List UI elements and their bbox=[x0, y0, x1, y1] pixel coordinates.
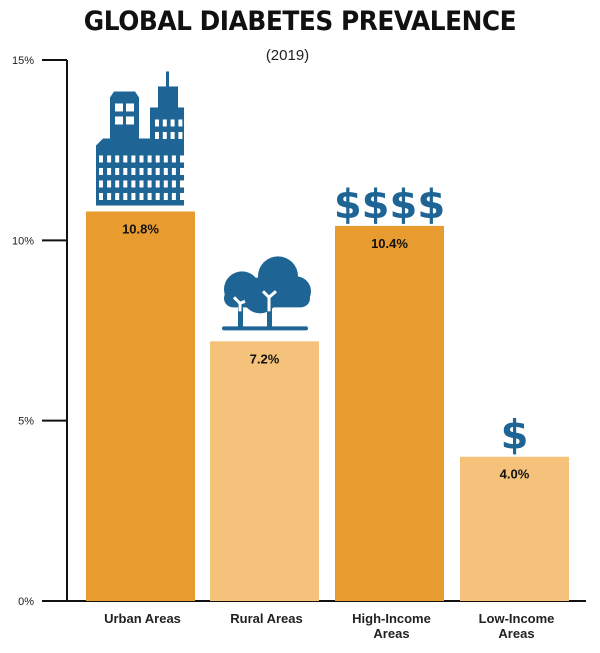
window bbox=[99, 167, 103, 175]
window bbox=[163, 180, 168, 188]
window bbox=[115, 103, 123, 112]
window bbox=[139, 192, 144, 200]
window bbox=[99, 155, 103, 163]
window bbox=[147, 180, 152, 188]
window bbox=[139, 167, 144, 175]
window bbox=[171, 167, 176, 175]
window bbox=[155, 167, 160, 175]
window bbox=[107, 192, 112, 200]
window bbox=[123, 167, 128, 175]
window bbox=[171, 155, 176, 163]
window bbox=[180, 155, 184, 163]
window bbox=[126, 116, 134, 125]
value-label: 10.4% bbox=[371, 236, 408, 251]
window bbox=[107, 167, 112, 175]
window bbox=[131, 192, 136, 200]
window bbox=[180, 167, 184, 175]
category-label: Urban Areas bbox=[104, 611, 181, 626]
window bbox=[163, 155, 168, 163]
window bbox=[99, 192, 103, 200]
window bbox=[139, 155, 144, 163]
window bbox=[155, 192, 160, 200]
window bbox=[123, 155, 128, 163]
icons-group: $$$$$ bbox=[96, 71, 529, 459]
window bbox=[123, 192, 128, 200]
bar-1 bbox=[86, 211, 195, 602]
y-tick-label: 0% bbox=[18, 596, 34, 608]
value-label: 7.2% bbox=[250, 351, 280, 366]
window bbox=[107, 180, 112, 188]
building-left bbox=[96, 91, 154, 206]
city-buildings-icon bbox=[96, 71, 184, 206]
window bbox=[180, 192, 184, 200]
window bbox=[123, 180, 128, 188]
y-tick-label: 15% bbox=[12, 55, 34, 67]
bar-4 bbox=[460, 456, 569, 601]
bar-3 bbox=[335, 225, 444, 601]
window bbox=[139, 180, 144, 188]
window bbox=[115, 180, 120, 188]
branch bbox=[261, 290, 277, 312]
category-label: Areas bbox=[498, 626, 534, 641]
window bbox=[155, 131, 159, 139]
bars-group bbox=[86, 211, 569, 602]
window bbox=[162, 131, 167, 139]
window bbox=[155, 155, 160, 163]
single-dollar-sign-icon: $ bbox=[501, 413, 529, 459]
trunk bbox=[238, 307, 243, 328]
window bbox=[171, 180, 176, 188]
antenna bbox=[166, 71, 169, 88]
chart-title: GLOBAL DIABETES PREVALENCE bbox=[83, 6, 517, 37]
category-label: Low-Income bbox=[479, 611, 555, 626]
category-label: Areas bbox=[373, 626, 409, 641]
labels-group: 10.8% Urban Areas 7.2% Rural Areas 10.4% High… bbox=[104, 221, 554, 641]
window bbox=[115, 192, 120, 200]
trunk bbox=[267, 307, 272, 328]
category-label: Rural Areas bbox=[230, 611, 303, 626]
branch bbox=[232, 296, 246, 312]
ground-line bbox=[222, 326, 308, 331]
window bbox=[99, 180, 103, 188]
chart-subtitle: (2019) bbox=[265, 47, 310, 64]
window bbox=[131, 155, 136, 163]
window bbox=[131, 180, 136, 188]
window bbox=[162, 119, 167, 127]
y-tick-label: 10% bbox=[12, 235, 34, 247]
window bbox=[178, 131, 183, 139]
window bbox=[163, 192, 168, 200]
window bbox=[131, 167, 136, 175]
window bbox=[107, 155, 112, 163]
trees-icon bbox=[222, 256, 311, 331]
value-label: 10.8% bbox=[122, 221, 159, 236]
value-label: 4.0% bbox=[500, 467, 530, 482]
window bbox=[115, 116, 123, 125]
window bbox=[170, 119, 175, 127]
window bbox=[171, 192, 176, 200]
category-label: High-Income bbox=[352, 611, 431, 626]
window bbox=[178, 119, 183, 127]
cloud-base bbox=[224, 289, 310, 308]
window bbox=[155, 180, 160, 188]
window bbox=[126, 103, 134, 112]
window bbox=[155, 119, 159, 127]
four-dollar-signs-icon: $$$$ bbox=[334, 182, 445, 228]
window bbox=[163, 167, 168, 175]
window bbox=[147, 167, 152, 175]
window bbox=[147, 192, 152, 200]
window bbox=[170, 131, 175, 139]
window bbox=[115, 155, 120, 163]
window bbox=[115, 167, 120, 175]
window bbox=[180, 180, 184, 188]
window bbox=[147, 155, 152, 163]
bar-2 bbox=[210, 341, 319, 601]
building-right-top bbox=[158, 86, 178, 109]
y-tick-label: 5% bbox=[18, 416, 34, 428]
